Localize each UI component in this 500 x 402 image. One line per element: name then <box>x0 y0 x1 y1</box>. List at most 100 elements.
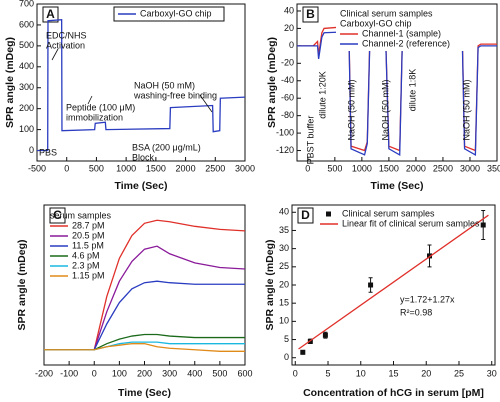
y-tick-label: 25 <box>279 261 289 271</box>
x-tick-label: 2500 <box>205 163 225 173</box>
y-tick-label: 0 <box>289 40 294 50</box>
y-tick-label: 500 <box>19 40 34 50</box>
data-line <box>37 18 246 152</box>
annotation: Activation <box>46 40 85 50</box>
legend-symbol <box>326 211 331 217</box>
y-tick-label: 200 <box>19 103 34 113</box>
x-tick-label: 3000 <box>235 163 255 173</box>
legend-title: serum samples <box>50 210 112 220</box>
y-tick-label: -80 <box>281 110 294 120</box>
panel-label: A <box>46 7 55 21</box>
data-point <box>300 349 306 355</box>
annotation: washing-free binding <box>133 90 217 100</box>
y-tick-label: 0 <box>284 352 289 362</box>
x-tick-label: 400 <box>187 368 202 378</box>
annotation: y=1.72+1.27x <box>400 294 455 304</box>
legend-label: 28.7 pM <box>72 220 105 230</box>
y-tick-label: 700 <box>19 0 34 8</box>
y-tick-label: 0 <box>29 145 34 155</box>
x-tick-label: 2000 <box>176 163 196 173</box>
x-tick-label: 1000 <box>352 163 372 173</box>
annotation-arrow <box>87 95 93 105</box>
y-tick-label: 100 <box>19 124 34 134</box>
x-tick-label: -100 <box>60 368 78 378</box>
x-tick-label: 2500 <box>433 163 453 173</box>
x-tick-label: 0 <box>305 163 310 173</box>
annotation: Peptide (100 μM) <box>66 102 135 112</box>
x-tick-label: -500 <box>28 163 46 173</box>
y-tick-label: 20 <box>284 23 294 33</box>
data-point <box>322 332 328 338</box>
y-axis-label: SPR angle (mDeg) <box>16 239 28 330</box>
x-axis-label: Time (Sec) <box>115 180 168 192</box>
annotation: BSA (200 μg/mL) <box>132 142 201 152</box>
annotation: PBS <box>39 147 57 157</box>
y-axis-label: SPR angle (mDeg) <box>266 37 278 128</box>
panel-label: D <box>301 208 310 222</box>
x-tick-label: 500 <box>89 163 104 173</box>
legend-label: 11.5 pM <box>72 240 104 250</box>
legend-label: 1.15 pM <box>72 270 105 280</box>
data-line <box>298 214 489 350</box>
annotation: Block <box>132 152 155 162</box>
x-tick-label: 5 <box>326 368 331 378</box>
x-axis-label: Concentration of hCG in serum [pM] <box>303 387 484 399</box>
x-tick-label: 600 <box>237 368 252 378</box>
annotation: PBST buffer <box>305 116 315 165</box>
x-tick-label: 25 <box>454 368 464 378</box>
y-tick-label: 10 <box>279 316 289 326</box>
x-tick-label: 20 <box>421 368 431 378</box>
y-tick-label: -40 <box>281 75 294 85</box>
annotation: NaOH (50 mM) <box>380 79 390 140</box>
annotation: dilute 1:8K <box>407 69 417 112</box>
annotation: NaOH (50 mM) <box>134 80 195 90</box>
y-tick-label: 15 <box>279 298 289 308</box>
y-tick-label: 300 <box>19 82 34 92</box>
panel-label-box <box>302 6 319 23</box>
y-tick-label: 400 <box>19 61 34 71</box>
y-tick-label: -60 <box>281 93 294 103</box>
plot-frame <box>291 204 496 366</box>
x-axis-label: Time (Sec) <box>371 180 424 192</box>
x-tick-label: 500 <box>212 368 227 378</box>
annotation: dilute 1:20K <box>317 71 327 119</box>
x-tick-label: 30 <box>487 368 497 378</box>
y-axis-label: SPR angle (mDeg) <box>4 37 16 128</box>
plot-frame <box>296 3 498 162</box>
legend-label: 20.5 pM <box>72 230 105 240</box>
x-tick-label: 0 <box>92 368 97 378</box>
legend-label: Linear fit of clinical serum samples <box>342 218 480 228</box>
y-tick-label: -120 <box>276 145 294 155</box>
annotation-arrow <box>199 94 213 113</box>
data-line <box>44 343 245 352</box>
legend-label: Clinical serum samples <box>342 208 435 218</box>
y-tick-label: 20 <box>279 279 289 289</box>
x-tick-label: 1500 <box>379 163 399 173</box>
legend-box <box>113 6 225 22</box>
x-axis-label: Time (Sec) <box>118 387 171 399</box>
legend-label: 2.3 pM <box>72 260 100 270</box>
legend-title: Clinical serum samples <box>340 8 433 18</box>
y-axis-label: SPR angle (mDeg) <box>264 239 276 330</box>
y-tick-label: -100 <box>276 127 294 137</box>
legend-label: 4.6 pM <box>72 250 100 260</box>
legend-title: Carboxyl-GO chip <box>340 18 412 28</box>
legend-label: Channel-1 (sample) <box>362 28 441 38</box>
x-tick-label: 15 <box>388 368 398 378</box>
x-tick-label: 500 <box>327 163 342 173</box>
legend-label: Carboxyl-GO chip <box>140 8 212 18</box>
annotation: NaOH (50 mM) <box>346 79 356 140</box>
x-tick-label: 1500 <box>146 163 166 173</box>
x-tick-label: 100 <box>112 368 127 378</box>
panel-label-box <box>49 207 66 224</box>
data-point <box>368 282 374 288</box>
panel-label: B <box>306 7 315 21</box>
legend-label: Channel-2 (reference) <box>362 38 450 48</box>
x-tick-label: 0 <box>293 368 298 378</box>
x-tick-label: -200 <box>35 368 53 378</box>
x-tick-label: 1000 <box>116 163 136 173</box>
annotation: R²=0.98 <box>400 307 432 317</box>
y-tick-label: 40 <box>279 207 289 217</box>
data-line <box>44 280 245 351</box>
